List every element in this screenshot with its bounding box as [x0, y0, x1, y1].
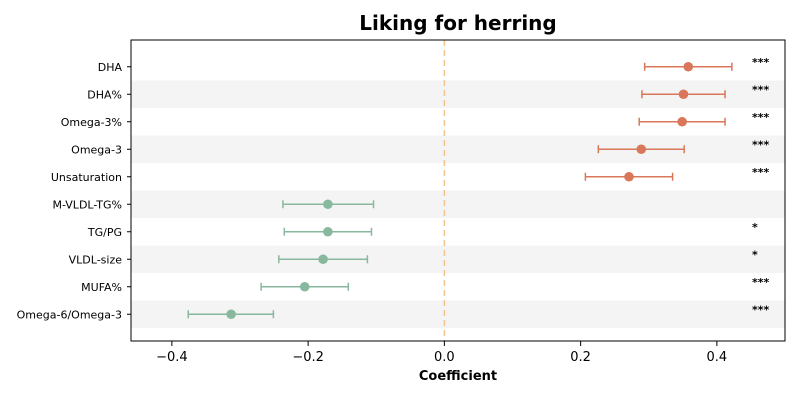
y-tick-label: M-VLDL-TG%	[52, 198, 122, 211]
coefficient-point	[678, 89, 689, 100]
row-shade-band	[131, 190, 785, 218]
y-tick-label: MUFA%	[81, 281, 122, 294]
coefficient-point	[226, 309, 236, 320]
x-tick-label: −0.4	[156, 350, 188, 365]
y-tick-label: Omega-3	[71, 143, 122, 156]
coefficient-row: ***	[187, 303, 770, 320]
significance-label: ***	[752, 83, 770, 96]
coefficient-point	[624, 171, 634, 182]
coefficient-point	[323, 199, 333, 210]
coefficient-point	[683, 61, 694, 72]
coefficient-row: *	[283, 221, 758, 237]
x-tick-label: 0.0	[434, 350, 455, 365]
significance-label: ***	[752, 56, 770, 69]
y-tick-label: Omega-3%	[61, 116, 122, 129]
plot-frame	[130, 39, 786, 342]
coefficient-point	[318, 254, 328, 265]
y-tick-label: DHA%	[87, 88, 122, 101]
coefficient-rows: ***********************	[187, 56, 770, 320]
row-shade-band	[131, 135, 785, 163]
y-tick-label: DHA	[98, 61, 123, 74]
coefficient-point	[677, 116, 687, 127]
coefficient-row: ***	[641, 83, 770, 100]
y-tick-label: Omega-6/Omega-3	[17, 308, 122, 321]
x-axis-label: Coefficient	[419, 369, 497, 384]
coefficient-point	[636, 144, 647, 155]
y-axis: DHA DHA% Omega-3% Omega-3 Unsaturation M-VLDL…	[17, 61, 131, 321]
row-shade-band	[131, 245, 785, 273]
significance-label: ***	[752, 166, 770, 179]
significance-label: ***	[752, 303, 770, 316]
significance-label: ***	[752, 276, 770, 289]
y-tick-label: VLDL-size	[69, 253, 123, 266]
significance-label: *	[752, 221, 758, 234]
coefficient-row: ***	[638, 111, 770, 127]
y-tick-label: Unsaturation	[51, 171, 122, 184]
y-tick-label: TG/PG	[87, 226, 122, 239]
coefficient-row: ***	[643, 56, 770, 72]
coefficient-point	[299, 281, 310, 292]
coefficient-row: *	[278, 248, 758, 265]
significance-label: ***	[752, 138, 770, 151]
row-shading	[131, 80, 785, 328]
chart-title: Liking for herring	[359, 11, 556, 35]
coefficient-point	[323, 226, 333, 237]
x-tick-label: 0.2	[570, 350, 591, 365]
coefficient-row	[282, 199, 375, 210]
coefficient-row: ***	[260, 276, 770, 292]
significance-label: ***	[752, 111, 770, 124]
x-tick-label: −0.2	[292, 350, 324, 365]
coefficient-row: ***	[584, 166, 770, 182]
coefficient-row: ***	[597, 138, 770, 155]
x-axis: −0.4 −0.2 0.0 0.2 0.4	[156, 341, 727, 365]
x-tick-label: 0.4	[707, 350, 728, 365]
significance-label: *	[752, 248, 758, 261]
